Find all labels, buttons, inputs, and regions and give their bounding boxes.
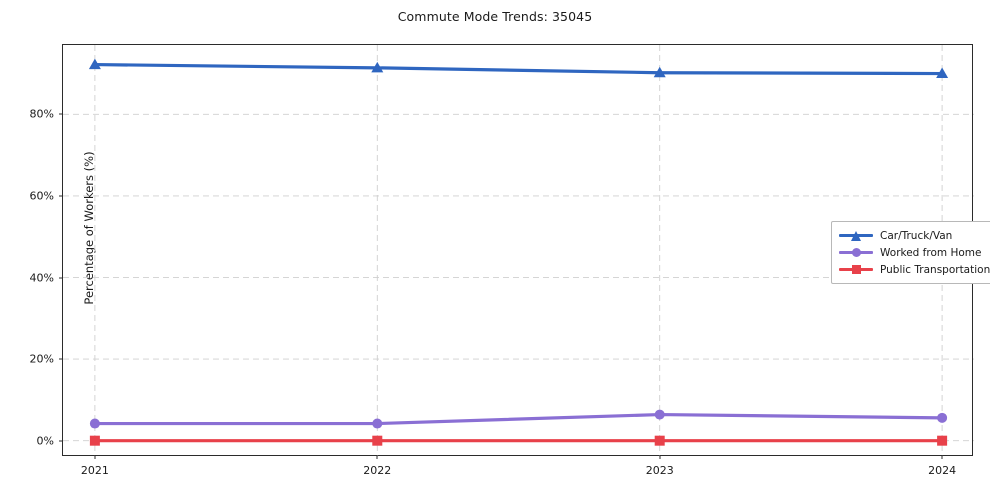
legend-item[interactable]: Public Transportation xyxy=(839,261,990,278)
series-public-transportation xyxy=(89,435,948,446)
y-tick-mark xyxy=(59,195,63,197)
legend-swatch xyxy=(839,246,873,260)
legend-label: Worked from Home xyxy=(880,246,982,259)
x-tick-mark xyxy=(941,455,943,459)
legend-swatch xyxy=(839,229,873,243)
series-worked-from-home xyxy=(89,409,948,429)
data-point-marker xyxy=(371,61,384,73)
series-layer xyxy=(88,58,949,446)
y-tick-label: 0% xyxy=(36,434,54,448)
data-point-marker xyxy=(372,435,383,446)
data-point-marker xyxy=(936,67,949,79)
y-tick-mark xyxy=(59,113,63,115)
y-tick-label: 20% xyxy=(29,352,54,366)
y-tick-mark xyxy=(59,358,63,360)
series-line xyxy=(93,412,944,426)
x-tick-label: 2022 xyxy=(363,464,392,477)
x-tick-mark xyxy=(94,455,96,459)
legend-item[interactable]: Car/Truck/Van xyxy=(839,227,990,244)
data-point-marker xyxy=(654,409,665,420)
series-car-truck-van xyxy=(88,58,949,79)
legend-swatch xyxy=(839,263,873,277)
data-point-marker xyxy=(372,418,383,429)
series-line xyxy=(93,62,944,76)
y-tick-label: 80% xyxy=(29,107,54,121)
y-tick-label: 40% xyxy=(29,271,54,284)
y-tick-label: 60% xyxy=(29,189,54,203)
legend-marker-square-icon xyxy=(851,265,861,274)
chart-title: Commute Mode Trends: 35045 xyxy=(397,9,593,24)
data-point-marker xyxy=(89,418,100,429)
legend-label: Public Transportation xyxy=(880,263,990,276)
data-point-marker xyxy=(88,58,101,70)
x-tick-mark xyxy=(376,455,378,459)
legend-marker-triangle-icon xyxy=(850,230,861,241)
x-tick-label: 2021 xyxy=(80,464,109,477)
data-point-marker xyxy=(653,66,666,78)
y-tick-mark xyxy=(59,440,63,442)
data-point-marker xyxy=(937,412,948,423)
chart-legend: Car/Truck/Van Worked from Home Public Tran… xyxy=(831,221,990,284)
data-point-marker xyxy=(654,435,665,446)
x-tick-label: 2024 xyxy=(928,464,957,477)
data-point-marker xyxy=(89,435,100,446)
plot-area: Percentage of Workers (%) 0% 20% 40% 60% 80%… xyxy=(30,44,974,477)
data-point-marker xyxy=(937,435,948,446)
x-tick-mark xyxy=(659,455,661,459)
y-tick-mark xyxy=(59,277,63,278)
legend-marker-circle-icon xyxy=(851,248,861,257)
legend-item[interactable]: Worked from Home xyxy=(839,244,990,261)
x-tick-label: 2023 xyxy=(645,464,674,477)
legend-label: Car/Truck/Van xyxy=(880,229,953,242)
